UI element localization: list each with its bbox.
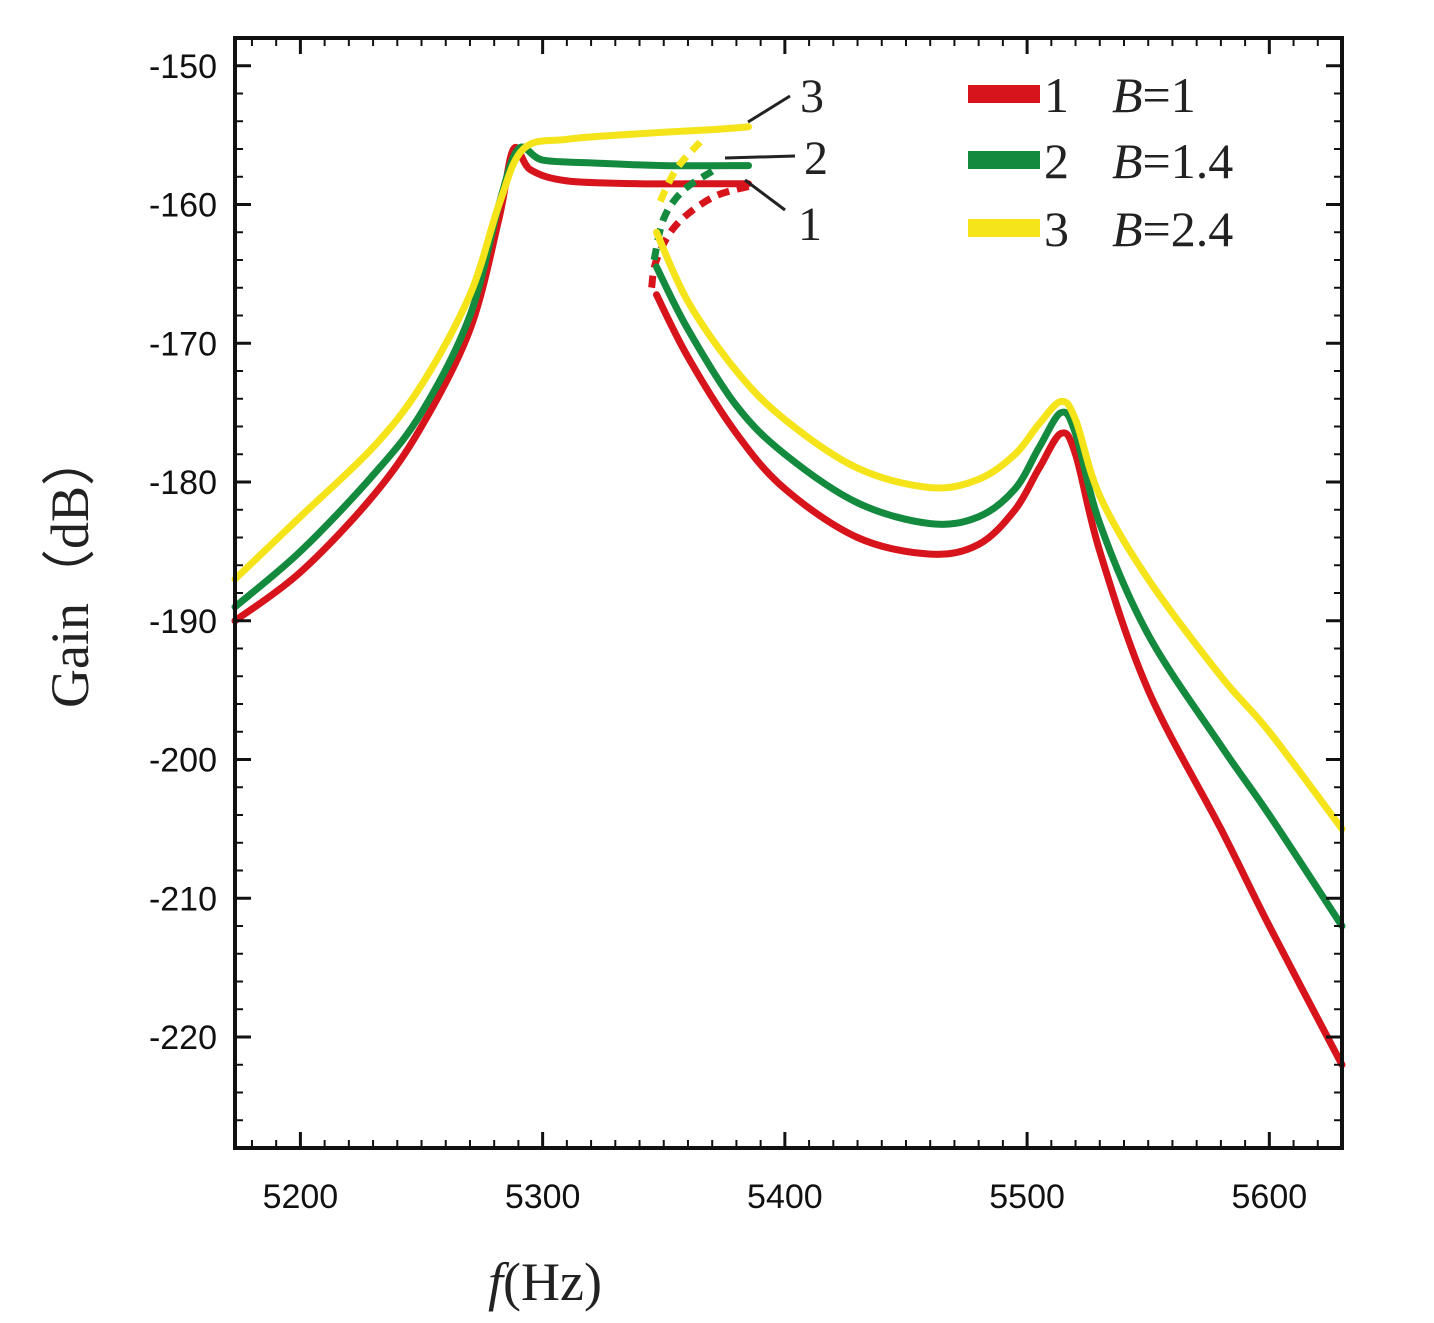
series-layer	[231, 123, 1346, 1069]
series-1-lower-branch	[653, 291, 1346, 1069]
callout-2: 2	[724, 132, 828, 185]
x-tick-label: 5300	[505, 1178, 581, 1216]
legend-number: 1	[1044, 67, 1069, 123]
legend-label: B=1.4	[1112, 133, 1233, 189]
series-2-lower-branch	[653, 263, 1346, 930]
series-2	[231, 143, 1346, 930]
legend-item-2: 2 B=1.4	[968, 133, 1233, 189]
callout-label: 2	[804, 132, 828, 185]
x-tick-label: 5600	[1232, 1178, 1308, 1216]
series-2-unstable-branch	[650, 168, 715, 261]
series-1-unstable-branch	[648, 183, 750, 289]
callout-leader	[724, 154, 796, 160]
x-axis-unit: (Hz)	[503, 1252, 602, 1312]
series-3-lower-branch	[653, 228, 1346, 833]
svg-text:f(Hz): f(Hz)	[488, 1252, 602, 1312]
y-tick-labels: -150 -160 -170 -180 -190 -200 -210 -220	[149, 48, 217, 1057]
callout-leader	[747, 94, 791, 124]
y-tick-label: -220	[149, 1019, 217, 1057]
callout-3: 3	[747, 70, 824, 124]
callouts: 3 2 1	[724, 70, 828, 251]
x-axis-title: f(Hz)	[488, 1252, 602, 1312]
callout-label: 3	[800, 70, 824, 123]
callout-leader	[744, 178, 786, 212]
legend-number: 2	[1044, 133, 1069, 189]
y-tick-label: -210	[149, 880, 217, 918]
y-tick-label: -160	[149, 187, 217, 225]
y-axis-title: Gain（dB）	[40, 432, 100, 708]
y-tick-label: -180	[149, 464, 217, 502]
callout-1: 1	[744, 178, 822, 251]
legend-number: 3	[1044, 201, 1069, 257]
series-1	[231, 143, 1346, 1069]
legend-label: B=1	[1112, 67, 1196, 123]
legend-label: B=2.4	[1112, 201, 1233, 257]
y-tick-label: -200	[149, 742, 217, 780]
legend: 1 B=1 2 B=1.4 3 B=2.4	[968, 67, 1233, 257]
x-tick-label: 5200	[263, 1178, 339, 1216]
legend-item-3: 3 B=2.4	[968, 201, 1233, 257]
y-tick-label: -170	[149, 325, 217, 363]
series-3-upper-branch	[231, 123, 752, 583]
x-tick-labels: 5200 5300 5400 5500 5600	[263, 1178, 1308, 1216]
callout-label: 1	[798, 198, 822, 251]
x-tick-label: 5400	[747, 1178, 823, 1216]
series-3-unstable-branch	[655, 139, 703, 207]
x-tick-label: 5500	[989, 1178, 1065, 1216]
series-1-upper-branch	[231, 143, 752, 625]
tick-marks	[235, 37, 1343, 1149]
y-tick-label: -150	[149, 48, 217, 86]
series-3	[231, 123, 1346, 833]
y-tick-label: -190	[149, 603, 217, 641]
legend-item-1: 1 B=1	[968, 67, 1196, 123]
